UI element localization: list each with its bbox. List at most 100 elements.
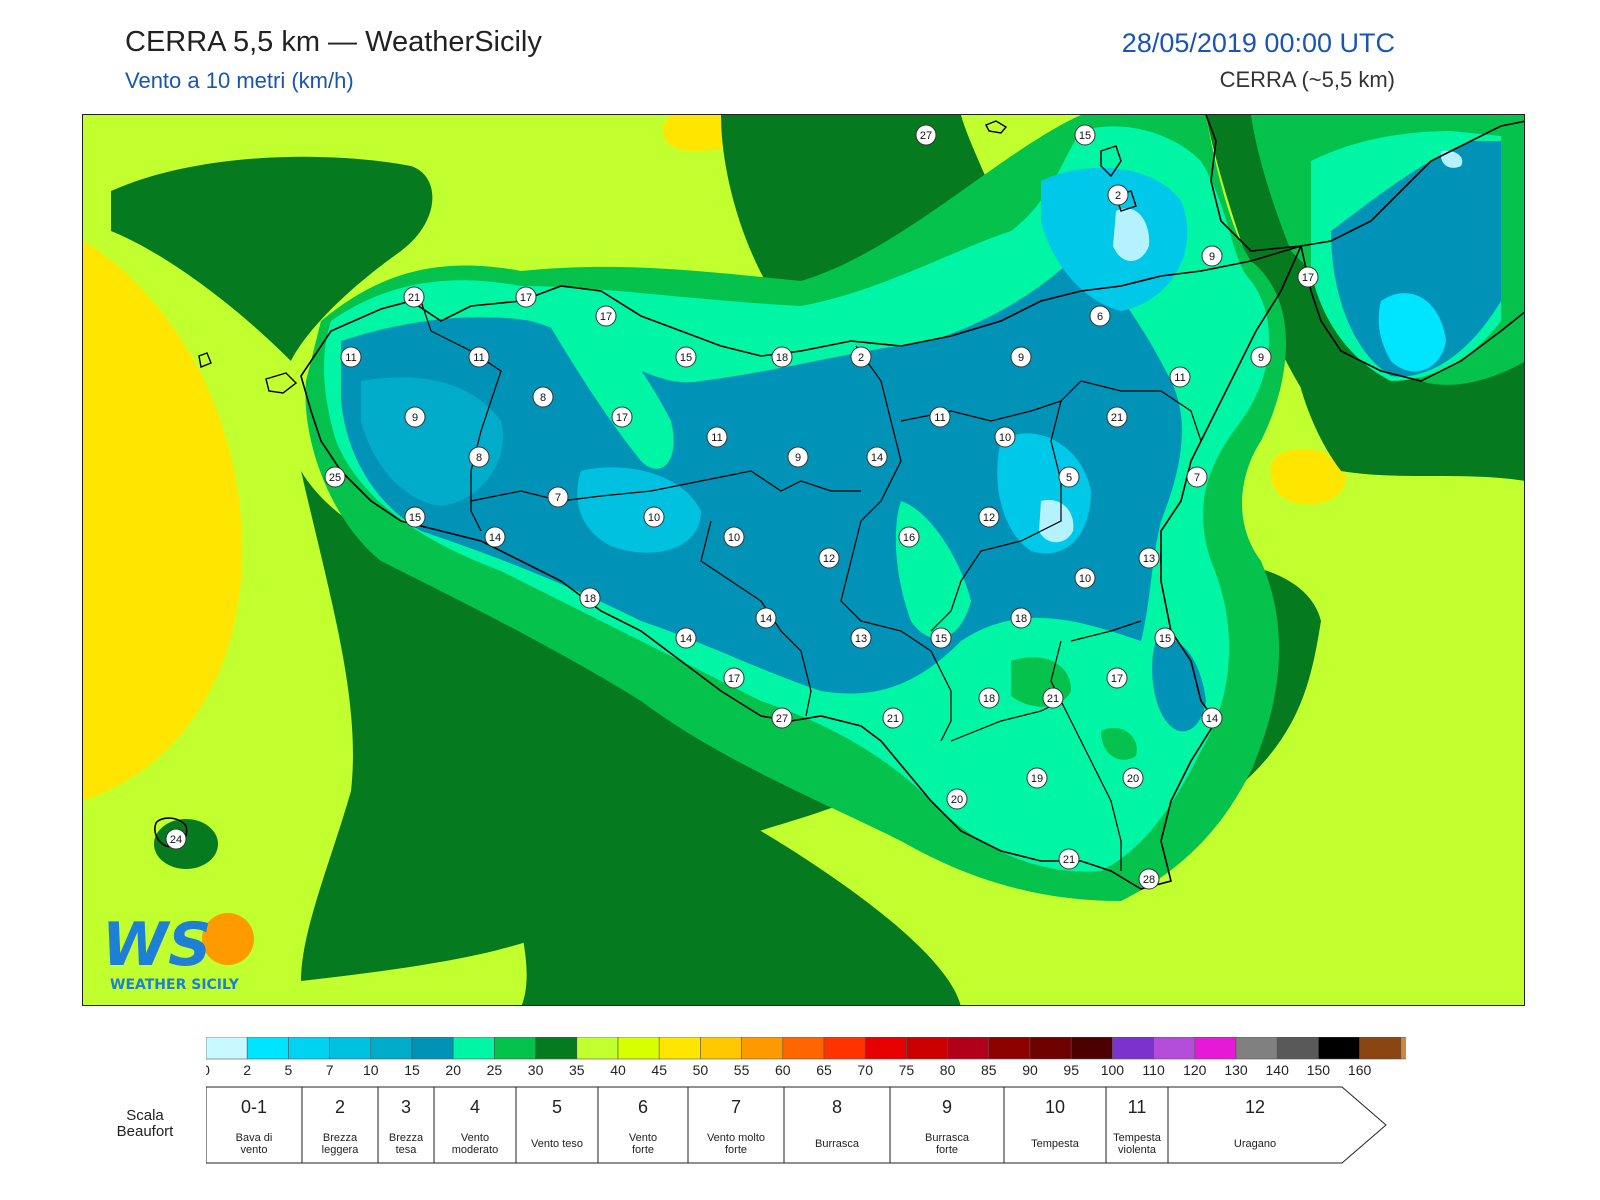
station-circle (1010, 346, 1032, 368)
colorbar-cell (1276, 1037, 1319, 1060)
beaufort-description: Tempesta violenta (1113, 1132, 1162, 1156)
station-marker: 16 (898, 526, 920, 548)
colorbar-cell (494, 1037, 536, 1060)
wind-map-canvas: 27 15 2 9 17 21 17 17 6 11 11 15 18 2 9 9 11 8 9 17 11 21 11 10… (83, 115, 1524, 1005)
colorbar-cell (617, 1037, 660, 1060)
forecast-datetime: 28/05/2019 00:00 UTC (1121, 28, 1395, 58)
colorbar-tick-label: 60 (775, 1062, 791, 1077)
station-marker: 9 (787, 446, 809, 468)
station-value: 11 (473, 352, 484, 364)
colorbar-tick-label: 35 (569, 1062, 585, 1077)
logo-mark: WS (102, 910, 211, 980)
station-value: 13 (1143, 553, 1155, 565)
green-spot-2 (1101, 727, 1137, 760)
station-value: 2 (858, 352, 864, 364)
station-circle (1138, 868, 1160, 890)
station-value: 9 (412, 412, 418, 424)
station-marker: 9 (1010, 346, 1032, 368)
light-cyan-spot-north (1113, 208, 1150, 261)
station-marker: 21 (882, 707, 904, 729)
station-circle (755, 607, 777, 629)
beaufort-number: 0-1 (241, 1097, 267, 1117)
logo-sun-icon (202, 913, 254, 965)
beaufort-cell (206, 1086, 303, 1164)
beaufort-cell (433, 1086, 517, 1164)
station-circle (403, 286, 425, 308)
colorbar-tick-label: 70 (857, 1062, 873, 1077)
station-value: 25 (329, 472, 341, 484)
dark-green-south-coast (301, 471, 881, 981)
beaufort-cell (1003, 1086, 1107, 1164)
station-marker: 6 (1089, 305, 1111, 327)
colorbar-tick-label: 10 (363, 1062, 379, 1077)
station-value: 19 (1031, 773, 1043, 785)
station-circle (1074, 567, 1096, 589)
beaufort-description: Brezza tesa (389, 1132, 424, 1156)
station-value: 18 (983, 693, 995, 705)
station-value: 14 (489, 532, 501, 544)
station-marker: 10 (1074, 567, 1096, 589)
station-circle (1074, 124, 1096, 146)
beaufort-cell (377, 1086, 435, 1164)
colorbar-cell (988, 1037, 1031, 1060)
station-marker: 21 (1042, 687, 1064, 709)
colorbar-tick-label: 85 (981, 1062, 997, 1077)
colorbar-cell (1359, 1037, 1402, 1060)
beaufort-number: 4 (470, 1097, 480, 1117)
station-circle (1010, 607, 1032, 629)
station-marker: 10 (994, 426, 1016, 448)
colorbar-cell (782, 1037, 825, 1060)
border-siracusa-ragusa (1050, 620, 1142, 871)
colorbar-tick-label: 0 (206, 1062, 210, 1077)
beaufort-number: 6 (638, 1097, 648, 1117)
beaufort-cell (1105, 1086, 1169, 1164)
station-circle (643, 506, 665, 528)
station-marker: 14 (755, 607, 777, 629)
station-circle (675, 346, 697, 368)
station-value: 11 (1174, 372, 1185, 384)
station-circle (1106, 667, 1128, 689)
border-caltanissetta-enna (840, 345, 952, 742)
weathersicily-logo: WS WEATHER SICILY (102, 910, 254, 993)
station-value: 14 (1206, 713, 1218, 725)
station-marker: 9 (1250, 346, 1272, 368)
station-circle (324, 466, 346, 488)
station-marker: 25 (324, 466, 346, 488)
beaufort-description: Vento moderato (452, 1132, 498, 1156)
teal-zone-interior (341, 251, 1182, 694)
colorbar-tick-label: 5 (285, 1062, 293, 1077)
beaufort-number: 7 (731, 1097, 741, 1117)
colorbar-cell (329, 1037, 372, 1060)
colorbar-cell (535, 1037, 578, 1060)
colorbar-cell (823, 1037, 866, 1060)
beaufort-number: 8 (832, 1097, 842, 1117)
colorbar-cell (700, 1037, 742, 1060)
station-value: 15 (680, 352, 692, 364)
colorbar-cell (576, 1037, 619, 1060)
station-value: 2 (1115, 190, 1121, 202)
station-marker: 13 (1138, 547, 1160, 569)
colorbar-tick-label: 40 (610, 1062, 626, 1077)
station-circle (468, 346, 490, 368)
station-value: 17 (1302, 272, 1314, 284)
station-value: 9 (1258, 352, 1264, 364)
station-value: 20 (951, 794, 963, 806)
station-marker: 11 (468, 346, 490, 368)
colorbar-cell (370, 1037, 413, 1060)
station-marker: 18 (1010, 607, 1032, 629)
beaufort-number: 11 (1128, 1097, 1147, 1117)
station-marker: 15 (675, 346, 697, 368)
station-value: 16 (903, 532, 915, 544)
station-value: 15 (935, 633, 947, 645)
station-value: 18 (1015, 613, 1027, 625)
station-circle (723, 526, 745, 548)
station-value: 9 (1209, 251, 1215, 263)
station-circle (1042, 687, 1064, 709)
station-circle (1122, 767, 1144, 789)
dark-green-south (509, 805, 961, 1005)
colorbar-tick-label: 25 (487, 1062, 503, 1077)
station-marker: 15 (930, 627, 952, 649)
station-marker: 18 (978, 687, 1000, 709)
cyan-core-calabria (1378, 293, 1446, 372)
station-circle (165, 828, 187, 850)
